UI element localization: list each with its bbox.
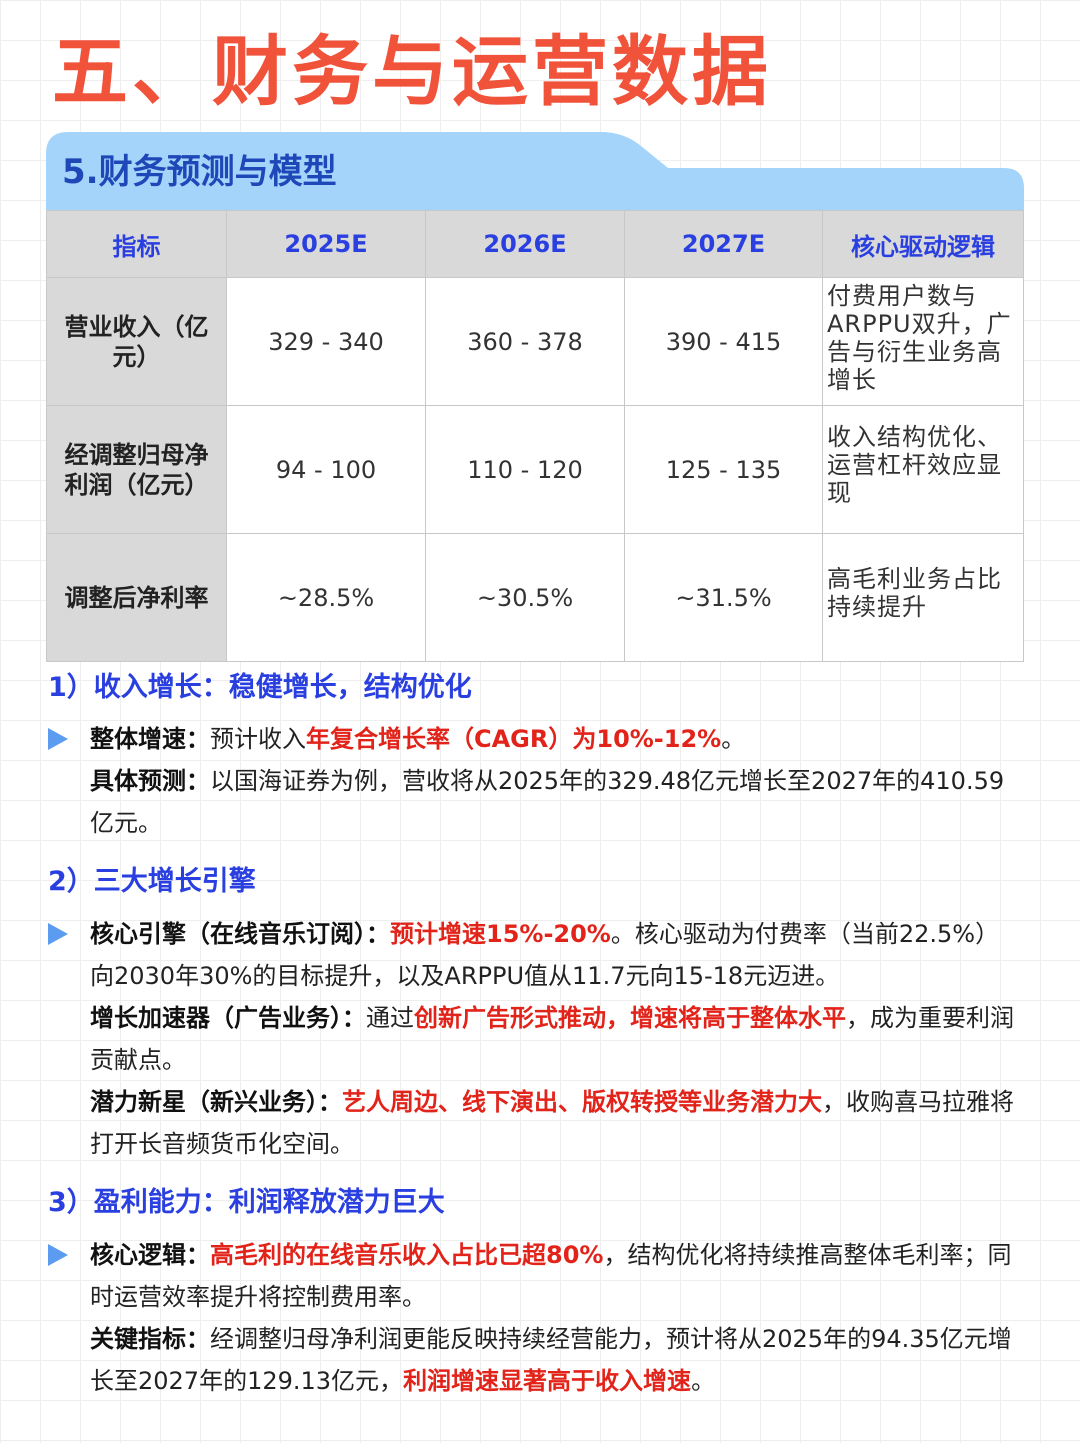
header-2025e: 2025E <box>226 210 426 278</box>
cell-2026e: ~30.5% <box>425 533 625 662</box>
bullet-label: 关键指标： <box>90 1325 210 1353</box>
body-text: 经调整归母净利润更能反映持续经营能力，预计将从2025年的94.35亿元增长至2… <box>90 1325 1012 1395</box>
cell-2027e: 125 - 135 <box>624 405 823 534</box>
bullet-label: 整体增速： <box>90 725 210 753</box>
cell-2026e: 110 - 120 <box>425 405 625 534</box>
body-text: ，收购喜马拉雅将打开长音频货币化空间。 <box>90 1088 1014 1158</box>
highlight-text: 年复合增长率（CAGR）为10%-12% <box>306 725 722 753</box>
bullet-label: 具体预测： <box>90 767 210 795</box>
highlight-text: 预计增速15%-20% <box>390 920 611 948</box>
bullet-label: 增长加速器（广告业务）： <box>90 1004 366 1032</box>
cell-2025e: ~28.5% <box>226 533 426 662</box>
cell-logic: 高毛利业务占比持续提升 <box>822 533 1024 662</box>
section-heading-revenue: 1）收入增长：稳健增长，结构优化 <box>48 672 472 703</box>
paragraph: 增长加速器（广告业务）：通过创新广告形式推动，增速将高于整体水平，成为重要利润贡… <box>90 997 1018 1081</box>
body-text: ，成为重要利润贡献点。 <box>90 1004 1014 1074</box>
bullet-label: 潜力新星（新兴业务）： <box>90 1088 342 1116</box>
logic-text: 收入结构优化、运营杠杆效应显现 <box>827 423 1002 507</box>
logic-text: 高毛利业务占比持续提升 <box>827 565 1002 621</box>
header-2026e: 2026E <box>425 210 625 278</box>
table-row: 调整后净利率 ~28.5% ~30.5% ~31.5% 高毛利业务占比持续提升 <box>46 533 1024 662</box>
row-metric: 调整后净利率 <box>46 533 227 662</box>
table-header-row: 指标 2025E 2026E 2027E 核心驱动逻辑 <box>46 210 1024 278</box>
page-title: 五、财务与运营数据 <box>52 27 772 116</box>
body-text: 通过 <box>366 1004 414 1032</box>
section-tab-background <box>46 132 1024 212</box>
highlight-text: 创新广告形式推动，增速将高于整体水平 <box>414 1004 846 1032</box>
bullet-block-revenue: 整体增速：预计收入年复合增长率（CAGR）为10%-12%。 具体预测：以国海证… <box>48 718 1018 844</box>
header-2027e: 2027E <box>624 210 823 278</box>
bullet-block-engines: 核心引擎（在线音乐订阅）：预计增速15%-20%。核心驱动为付费率（当前22.5… <box>48 913 1018 1165</box>
table-row: 经调整归母净利润（亿元） 94 - 100 110 - 120 125 - 13… <box>46 405 1024 534</box>
forecast-table: 指标 2025E 2026E 2027E 核心驱动逻辑 营业收入（亿元） 329… <box>46 210 1024 662</box>
paragraph: 具体预测：以国海证券为例，营收将从2025年的329.48亿元增长至2027年的… <box>90 760 1018 844</box>
section-heading-engines: 2）三大增长引擎 <box>48 866 256 897</box>
triangle-bullet-icon <box>48 1244 68 1266</box>
highlight-text: 艺人周边、线下演出、版权转授等业务潜力大 <box>342 1088 822 1116</box>
triangle-bullet-icon <box>48 728 68 750</box>
header-logic: 核心驱动逻辑 <box>822 210 1024 278</box>
logic-text: 付费用户数与ARPPU双升，广告与衍生业务高增长 <box>827 282 1012 394</box>
cell-2027e: ~31.5% <box>624 533 823 662</box>
body-text: 以国海证券为例，营收将从2025年的329.48亿元增长至2027年的410.5… <box>90 767 1005 837</box>
row-metric: 营业收入（亿元） <box>46 277 227 406</box>
body-text: ，结构优化将持续推高整体毛利率；同时运营效率提升将控制费用率。 <box>90 1241 1012 1311</box>
paragraph: 核心逻辑：高毛利的在线音乐收入占比已超80%，结构优化将持续推高整体毛利率；同时… <box>90 1234 1018 1318</box>
table-row: 营业收入（亿元） 329 - 340 360 - 378 390 - 415 付… <box>46 277 1024 406</box>
bullet-block-profitability: 核心逻辑：高毛利的在线音乐收入占比已超80%，结构优化将持续推高整体毛利率；同时… <box>48 1234 1018 1402</box>
highlight-text: 高毛利的在线音乐收入占比已超80% <box>210 1241 604 1269</box>
paragraph: 核心引擎（在线音乐订阅）：预计增速15%-20%。核心驱动为付费率（当前22.5… <box>90 913 1018 997</box>
body-text: 。 <box>691 1367 716 1395</box>
row-metric: 经调整归母净利润（亿元） <box>46 405 227 534</box>
cell-logic: 付费用户数与ARPPU双升，广告与衍生业务高增长 <box>822 277 1024 406</box>
triangle-bullet-icon <box>48 923 68 945</box>
section-title: 5.财务预测与模型 <box>62 152 337 192</box>
highlight-text: 利润增速显著高于收入增速 <box>403 1367 692 1395</box>
body-text: 。核心驱动为付费率（当前22.5%）向2030年30%的目标提升，以及ARPPU… <box>90 920 1000 990</box>
cell-2025e: 94 - 100 <box>226 405 426 534</box>
bullet-label: 核心引擎（在线音乐订阅）： <box>90 920 390 948</box>
paragraph: 关键指标：经调整归母净利润更能反映持续经营能力，预计将从2025年的94.35亿… <box>90 1318 1018 1402</box>
body-text: 预计收入 <box>210 725 306 753</box>
paragraph: 潜力新星（新兴业务）：艺人周边、线下演出、版权转授等业务潜力大，收购喜马拉雅将打… <box>90 1081 1018 1165</box>
paragraph: 整体增速：预计收入年复合增长率（CAGR）为10%-12%。 <box>90 718 1018 760</box>
bullet-label: 核心逻辑： <box>90 1241 210 1269</box>
cell-2026e: 360 - 378 <box>425 277 625 406</box>
cell-logic: 收入结构优化、运营杠杆效应显现 <box>822 405 1024 534</box>
cell-2025e: 329 - 340 <box>226 277 426 406</box>
header-metric: 指标 <box>46 210 227 278</box>
section-heading-profitability: 3）盈利能力：利润释放潜力巨大 <box>48 1187 445 1218</box>
cell-2027e: 390 - 415 <box>624 277 823 406</box>
body-text: 。 <box>721 725 746 753</box>
